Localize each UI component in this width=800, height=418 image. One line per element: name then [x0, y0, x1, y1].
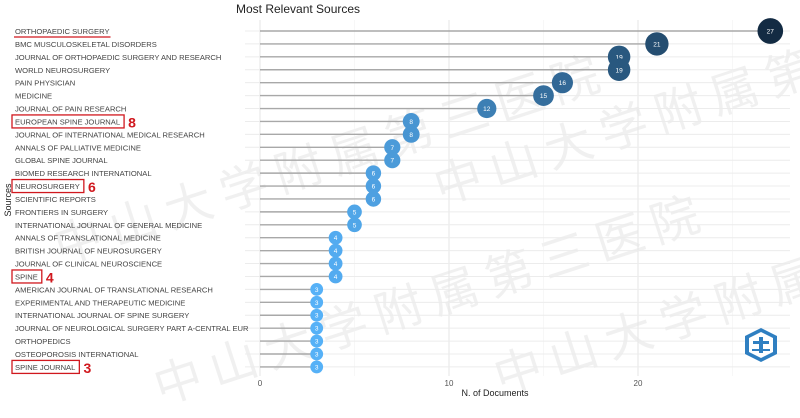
data-point	[310, 321, 324, 335]
data-label: 16	[559, 80, 567, 87]
data-label: 3	[315, 313, 319, 320]
highlight-box	[11, 269, 43, 284]
data-label: 4	[334, 261, 338, 268]
highlight-box	[11, 359, 80, 375]
category-label: JOURNAL OF INTERNATIONAL MEDICAL RESEARC…	[15, 130, 205, 139]
data-label: 4	[334, 274, 338, 281]
category-label: ANNALS OF PALLIATIVE MEDICINE	[15, 143, 141, 152]
data-point	[310, 308, 324, 322]
category-label: MEDICINE	[15, 92, 52, 101]
data-label: 7	[390, 158, 394, 165]
data-label: 4	[334, 235, 338, 242]
category-label: NEUROSURGERY	[15, 182, 80, 191]
data-point	[402, 125, 420, 143]
data-label: 27	[767, 29, 775, 36]
data-label: 6	[372, 196, 376, 203]
data-label: 3	[315, 326, 319, 333]
category-label: SCIENTIFIC REPORTS	[15, 195, 96, 204]
lollipop-chart: 0 10 20 N. of Documents Sources ORTHOPAEDIC S…	[3, 18, 790, 398]
data-point	[365, 191, 382, 207]
category-label: WORLD NEUROSURGERY	[15, 66, 110, 75]
data-point	[328, 256, 343, 271]
data-label: 19	[615, 67, 623, 74]
category-label: JOURNAL OF PAIN RESEARCH	[15, 105, 126, 114]
data-label: 4	[334, 248, 338, 255]
data-point	[477, 98, 497, 119]
category-label: BMC MUSCULOSKELETAL DISORDERS	[15, 40, 157, 49]
data-label: 5	[353, 209, 357, 216]
x-tick-label: 20	[634, 379, 643, 388]
highlight-count: 4	[46, 269, 54, 285]
data-label: 3	[315, 287, 319, 294]
category-label: BRITISH JOURNAL OF NEUROSURGERY	[15, 247, 162, 256]
data-point	[347, 204, 362, 220]
highlight-count: 8	[128, 114, 136, 130]
data-point	[533, 85, 554, 106]
data-label: 3	[315, 364, 319, 371]
category-label: GLOBAL SPINE JOURNAL	[15, 156, 108, 165]
data-point	[365, 178, 382, 194]
data-point	[645, 32, 669, 56]
category-label: JOURNAL OF CLINICAL NEUROSCIENCE	[15, 260, 162, 269]
x-axis-label: N. of Documents	[461, 388, 529, 398]
x-tick-label: 0	[258, 379, 263, 388]
category-label: ORTHOPAEDIC SURGERY	[15, 27, 110, 36]
category-label: PAIN PHYSICIAN	[15, 79, 75, 88]
data-label: 8	[409, 132, 413, 139]
data-label: 6	[372, 171, 376, 178]
data-label: 19	[615, 54, 623, 61]
data-point	[607, 58, 631, 82]
data-point	[328, 243, 343, 258]
data-label: 3	[315, 352, 319, 359]
data-point	[310, 347, 324, 361]
data-label: 21	[653, 41, 661, 48]
category-label: FRONTIERS IN SURGERY	[15, 208, 108, 217]
category-label: ANNALS OF TRANSLATIONAL MEDICINE	[15, 234, 161, 243]
category-label: INTERNATIONAL JOURNAL OF GENERAL MEDICIN…	[15, 221, 202, 230]
data-label: 3	[315, 339, 319, 346]
data-point	[384, 152, 401, 169]
data-point	[328, 269, 343, 284]
data-label: 8	[409, 119, 413, 126]
data-point	[347, 217, 362, 233]
data-point	[402, 113, 420, 130]
y-axis-label: Sources	[3, 183, 13, 217]
category-label: EUROPEAN SPINE JOURNAL	[15, 117, 120, 126]
data-label: 15	[540, 93, 548, 100]
data-point	[384, 139, 401, 156]
category-label: ORTHOPEDICS	[15, 337, 71, 346]
category-label: BIOMED RESEARCH INTERNATIONAL	[15, 169, 152, 178]
data-label: 12	[483, 106, 491, 113]
data-point	[310, 282, 324, 296]
category-label: JOURNAL OF ORTHOPAEDIC SURGERY AND RESEA…	[15, 53, 221, 62]
data-label: 5	[353, 222, 357, 229]
highlight-box	[11, 114, 125, 129]
category-label: SPINE	[15, 272, 38, 281]
data-label: 3	[315, 300, 319, 307]
chart-title: Most Relevant Sources	[236, 2, 361, 16]
category-label: OSTEOPOROSIS INTERNATIONAL	[15, 350, 139, 359]
category-label: AMERICAN JOURNAL OF TRANSLATIONAL RESEAR…	[15, 285, 213, 294]
data-label: 7	[390, 145, 394, 152]
data-point	[757, 18, 784, 44]
data-point	[310, 334, 324, 348]
category-label: INTERNATIONAL JOURNAL OF SPINE SURGERY	[15, 311, 189, 320]
category-label: EXPERIMENTAL AND THERAPEUTIC MEDICINE	[15, 298, 185, 307]
data-point	[310, 295, 324, 309]
data-point	[328, 230, 343, 245]
category-label: SPINE JOURNAL	[15, 363, 75, 372]
data-point	[365, 165, 382, 181]
hospital-logo	[745, 328, 777, 362]
data-label: 6	[372, 184, 376, 191]
highlight-box	[11, 178, 85, 194]
x-tick-label: 10	[445, 379, 454, 388]
category-label: JOURNAL OF NEUROLOGICAL SURGERY PART A-C…	[15, 324, 249, 333]
highlight-count: 3	[83, 360, 91, 376]
data-point	[551, 72, 574, 94]
highlight-count: 6	[88, 179, 96, 195]
data-point	[310, 360, 324, 374]
